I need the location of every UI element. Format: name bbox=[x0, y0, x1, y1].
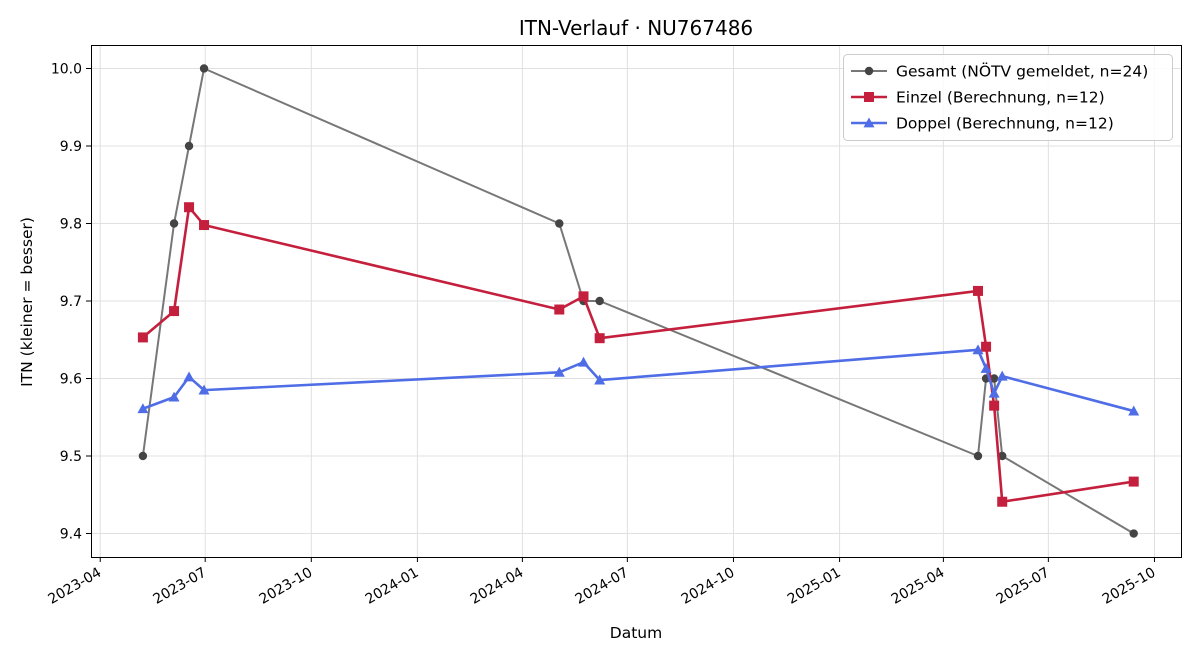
chart-title: ITN-Verlauf · NU767486 bbox=[519, 16, 753, 40]
legend-label-doppel: Doppel (Berechnung, n=12) bbox=[896, 115, 1114, 133]
data-point-einzel bbox=[169, 306, 180, 317]
data-point-einzel bbox=[972, 285, 983, 296]
data-point-einzel bbox=[184, 202, 195, 213]
y-tick-label: 9.4 bbox=[60, 527, 82, 543]
y-tick-label: 9.6 bbox=[60, 372, 82, 388]
data-point-einzel bbox=[997, 496, 1008, 507]
data-point-doppel bbox=[198, 384, 210, 395]
legend-entry-einzel: Einzel (Berechnung, n=12) bbox=[851, 89, 1105, 107]
legend-box bbox=[843, 54, 1173, 141]
data-point-doppel bbox=[553, 366, 565, 377]
data-point-doppel bbox=[183, 371, 195, 382]
data-point-doppel bbox=[594, 374, 606, 385]
legend-label-gesamt: Gesamt (NÖTV gemeldet, n=24) bbox=[896, 62, 1148, 81]
data-point-gesamt bbox=[138, 451, 148, 461]
x-axis-title: Datum bbox=[610, 624, 662, 642]
data-point-einzel bbox=[989, 400, 1000, 411]
data-point-doppel bbox=[988, 387, 1000, 398]
data-point-gesamt bbox=[989, 374, 999, 383]
grid bbox=[91, 45, 1181, 557]
y-tick-label: 9.9 bbox=[60, 139, 82, 155]
data-point-gesamt bbox=[973, 451, 983, 461]
data-point-einzel bbox=[594, 333, 605, 344]
data-point-einzel bbox=[981, 341, 992, 352]
data-point-gesamt bbox=[555, 219, 564, 228]
data-point-einzel bbox=[578, 291, 589, 302]
y-tick-label: 9.8 bbox=[60, 216, 82, 232]
legend-marker-einzel bbox=[864, 92, 874, 102]
legend-entry-doppel: Doppel (Berechnung, n=12) bbox=[851, 115, 1114, 133]
legend: Gesamt (NÖTV gemeldet, n=24) Einzel (Bere… bbox=[843, 54, 1173, 141]
legend-marker-gesamt bbox=[864, 66, 874, 76]
data-point-doppel bbox=[137, 403, 149, 414]
y-axis-title: ITN (kleiner = besser) bbox=[18, 217, 36, 387]
data-point-gesamt bbox=[169, 219, 179, 228]
data-point-gesamt bbox=[199, 64, 209, 73]
legend-label-einzel: Einzel (Berechnung, n=12) bbox=[896, 89, 1105, 107]
data-point-doppel bbox=[578, 356, 590, 367]
y-tick-label: 10.0 bbox=[51, 61, 82, 77]
data-point-einzel bbox=[554, 304, 565, 315]
data-point-gesamt bbox=[998, 451, 1007, 461]
data-point-gesamt bbox=[184, 141, 194, 151]
data-point-einzel bbox=[1128, 476, 1139, 487]
legend-marker-doppel bbox=[863, 117, 875, 128]
series-doppel bbox=[137, 344, 1140, 416]
y-tick-label: 9.7 bbox=[60, 294, 82, 310]
data-point-einzel bbox=[199, 220, 210, 231]
plot-series bbox=[137, 64, 1140, 538]
data-point-doppel bbox=[168, 391, 180, 402]
series-einzel bbox=[137, 202, 1139, 507]
data-point-einzel bbox=[137, 332, 148, 343]
data-point-gesamt bbox=[595, 296, 604, 306]
y-tick-label: 9.5 bbox=[60, 449, 82, 465]
data-point-gesamt bbox=[1129, 529, 1138, 538]
data-point-doppel bbox=[980, 362, 992, 373]
data-point-doppel bbox=[1128, 405, 1140, 416]
series-line-einzel bbox=[141, 205, 1136, 504]
data-point-doppel bbox=[972, 344, 984, 355]
data-point-doppel bbox=[996, 370, 1008, 381]
legend-entry-gesamt: Gesamt (NÖTV gemeldet, n=24) bbox=[851, 62, 1148, 81]
plot-frame bbox=[91, 45, 1182, 558]
